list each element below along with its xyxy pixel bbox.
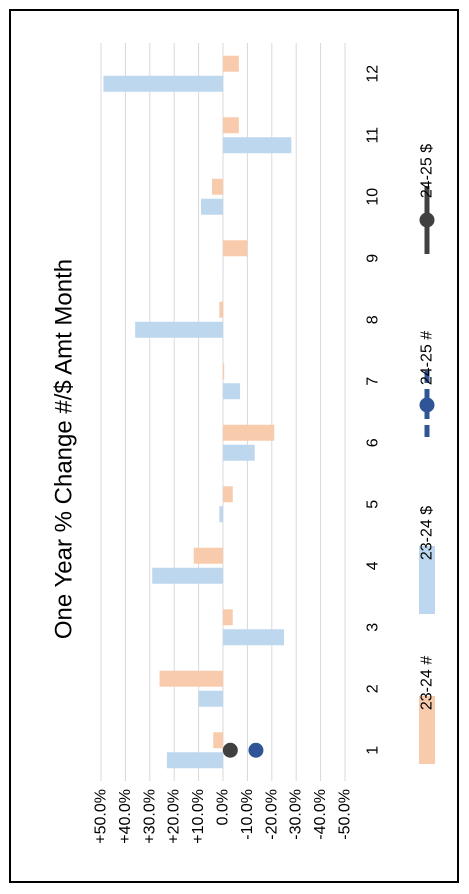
x-tick-label: 7 [365,377,382,386]
y-tick-label: +40.0% [117,789,134,844]
bar-23-24--8 [219,301,223,318]
bar-23-24--12 [223,55,239,72]
bar-23-24--1 [213,732,223,749]
chart-frame: +50.0% +40.0% +30.0% +20.0% +10.0% 0.0% -10.0%… [9,9,459,883]
bar-23-24--11 [223,117,239,134]
markers [222,742,264,758]
bar-23-24--4 [193,547,223,564]
bar-23-24--12 [103,75,223,92]
bar-23-24--6 [223,424,275,441]
bar-23-24--5 [223,486,233,503]
bars [103,55,292,769]
y-tick-labels: +50.0% +40.0% +30.0% +20.0% +10.0% 0.0% -10.0%… [93,789,354,844]
x-tick-label: 6 [365,438,382,447]
bar-23-24--1 [166,752,223,769]
bar-23-24--10 [201,198,223,215]
legend-label-24-25-: 24-25 # [419,331,436,385]
y-tick-label: -10.0% [239,789,256,840]
x-tick-label: 10 [365,188,382,206]
y-tick-label: -20.0% [263,789,280,840]
bar-23-24--10 [212,178,223,195]
x-tick-label: 2 [365,684,382,693]
y-tick-label: +50.0% [93,789,110,844]
bar-23-24--2 [159,670,223,687]
y-tick-label: +30.0% [141,789,158,844]
marker-24-25--1 [248,742,264,758]
bar-23-24--7 [223,383,241,400]
legend-label-24-25-: 24-25 $ [419,144,436,198]
y-tick-label: -40.0% [312,789,329,840]
x-tick-label: 4 [365,561,382,570]
x-tick-label: 3 [365,623,382,632]
x-tick-label: 9 [365,254,382,263]
x-tick-label: 8 [365,315,382,324]
bar-23-24--7 [223,363,225,380]
legend-swatch-23-24- [419,696,435,764]
y-tick-label: +10.0% [190,789,207,844]
bar-23-24--9 [223,240,248,257]
bar-23-24--9 [223,260,224,277]
bar-23-24--3 [223,629,284,646]
bar-23-24--2 [198,690,223,707]
legend-label-23-24-: 23-24 $ [419,506,436,560]
y-tick-label: -50.0% [337,789,354,840]
bar-23-24--3 [223,609,233,626]
legend-marker-24-25- [419,212,435,228]
legend-marker-24-25- [419,397,435,413]
bar-23-24--8 [135,321,223,338]
bar-23-24--11 [223,137,292,154]
x-tick-label: 5 [365,500,382,509]
legend: 23-24 # 23-24 $ 24-25 # 24-25 $ [419,144,436,764]
x-tick-label: 11 [365,127,382,144]
gridlines [100,43,346,781]
y-tick-label: 0.0% [215,789,232,825]
bar-23-24--6 [223,444,255,461]
chart-title: One Year % Change #/$ Amt Month [51,259,78,639]
y-tick-label: -30.0% [288,789,305,840]
x-tick-label: 1 [365,746,382,755]
legend-label-23-24-: 23-24 # [419,656,436,710]
chart-svg: +50.0% +40.0% +30.0% +20.0% +10.0% 0.0% -10.0%… [51,43,436,844]
legend-swatch-23-24- [419,546,435,614]
bar-23-24--5 [219,506,223,523]
marker-24-25--1 [222,742,238,758]
y-tick-label: +20.0% [166,789,183,844]
x-tick-label: 12 [365,65,382,83]
bar-23-24--4 [152,567,223,584]
